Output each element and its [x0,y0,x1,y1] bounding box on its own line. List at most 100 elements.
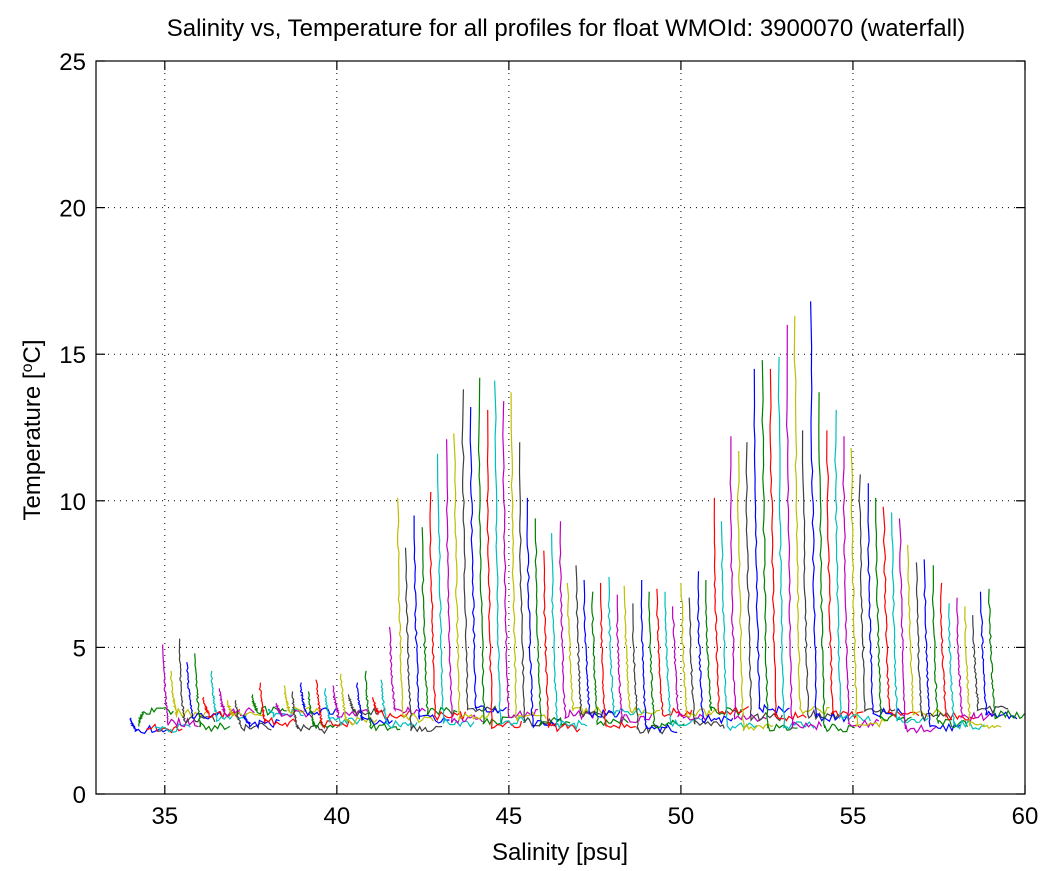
profile-line [251,694,287,716]
y-axis-label-sup: o [19,363,36,372]
profile-line [162,644,199,728]
profile-line [882,506,920,718]
profile-line [867,483,904,718]
profile-line [494,380,531,727]
profile-line [745,442,783,722]
x-tick-label: 50 [668,803,695,830]
profile-line [785,324,823,731]
profile-line [834,409,871,722]
profile-line [761,360,798,732]
profile-line [315,679,353,730]
profile-line [429,491,467,722]
profile-line [777,357,815,731]
profile-line [154,723,191,733]
profile-line [607,576,645,718]
profile-line [826,430,864,719]
profile-line [810,301,848,723]
profile-line [842,436,880,729]
profile-line [283,685,321,715]
profile-line [753,368,790,715]
profile-line [987,588,1025,720]
profile-line [413,515,450,724]
profile-line [461,389,499,714]
profile-line [534,518,571,728]
profile-line [923,559,961,733]
profile-line [169,670,207,719]
profile-line [551,533,588,731]
profile-line [388,626,426,715]
profile-line [202,696,241,720]
profile-line [680,582,718,719]
plot-lines-group [129,301,1025,735]
profile-line [194,653,231,733]
profile-line [242,714,280,730]
profile-line [956,597,994,723]
profile-line [566,582,604,716]
x-tick-label: 35 [151,803,178,830]
profile-line [226,700,264,718]
profile-line [591,591,629,727]
profile-line [672,606,710,722]
profile-line [623,585,661,716]
profile-line [543,550,581,733]
y-tick-label: 15 [59,342,86,369]
profile-line [720,521,758,732]
profile-line [898,518,937,734]
profile-line [469,406,507,714]
grid-group [96,61,1025,794]
profile-line [258,682,296,728]
profile-line [323,688,361,727]
profile-line [696,571,734,725]
profile-line [640,579,678,734]
profile-line [178,638,216,724]
profile-line [477,377,514,726]
y-axis-label: Temperature [oC] [19,340,47,521]
profile-line [575,565,612,719]
profile-line [380,679,418,729]
y-tick-label: 0 [73,782,86,809]
profile-line [210,670,248,723]
y-axis-label-end: C] [19,340,46,364]
profile-line [769,368,807,722]
x-tick-label: 55 [840,803,867,830]
profile-line [274,702,313,719]
profile-line [931,565,968,729]
profile-line [397,497,434,724]
chart-title: Salinity vs, Temperature for all profile… [167,15,966,42]
profile-line [664,591,702,728]
y-tick-label: 10 [59,489,86,516]
profile-line [793,316,830,715]
profile-line [453,433,491,722]
profile-line [736,450,774,732]
profile-line [705,579,742,717]
profile-line [600,582,636,729]
x-tick-label: 40 [324,803,351,830]
profile-line [436,453,475,728]
profile-line [631,603,668,735]
profile-line [404,547,443,733]
profile-line [339,673,378,726]
profile-line [801,430,839,721]
y-tick-label: 20 [59,196,86,223]
y-tick-label: 25 [59,49,86,76]
profile-line [979,591,1018,720]
profile-line [858,474,896,715]
profile-line [875,497,912,723]
x-tick-label: 60 [1012,803,1039,830]
profile-line [850,447,887,728]
profile-line [364,670,401,732]
profile-line [964,606,1002,730]
y-tick-label: 5 [73,635,86,662]
profile-line [146,723,183,734]
profile-line [291,691,330,735]
profile-line [559,521,596,721]
ticks-group: 35 40 45 50 55 60 0 5 10 15 20 25 [59,49,1038,830]
profile-line [421,527,458,718]
profile-line [891,512,929,724]
profile-line [615,594,653,724]
profile-line [518,442,555,727]
profile-line [688,597,725,729]
profile-line [818,392,856,733]
profile-line [939,582,976,721]
